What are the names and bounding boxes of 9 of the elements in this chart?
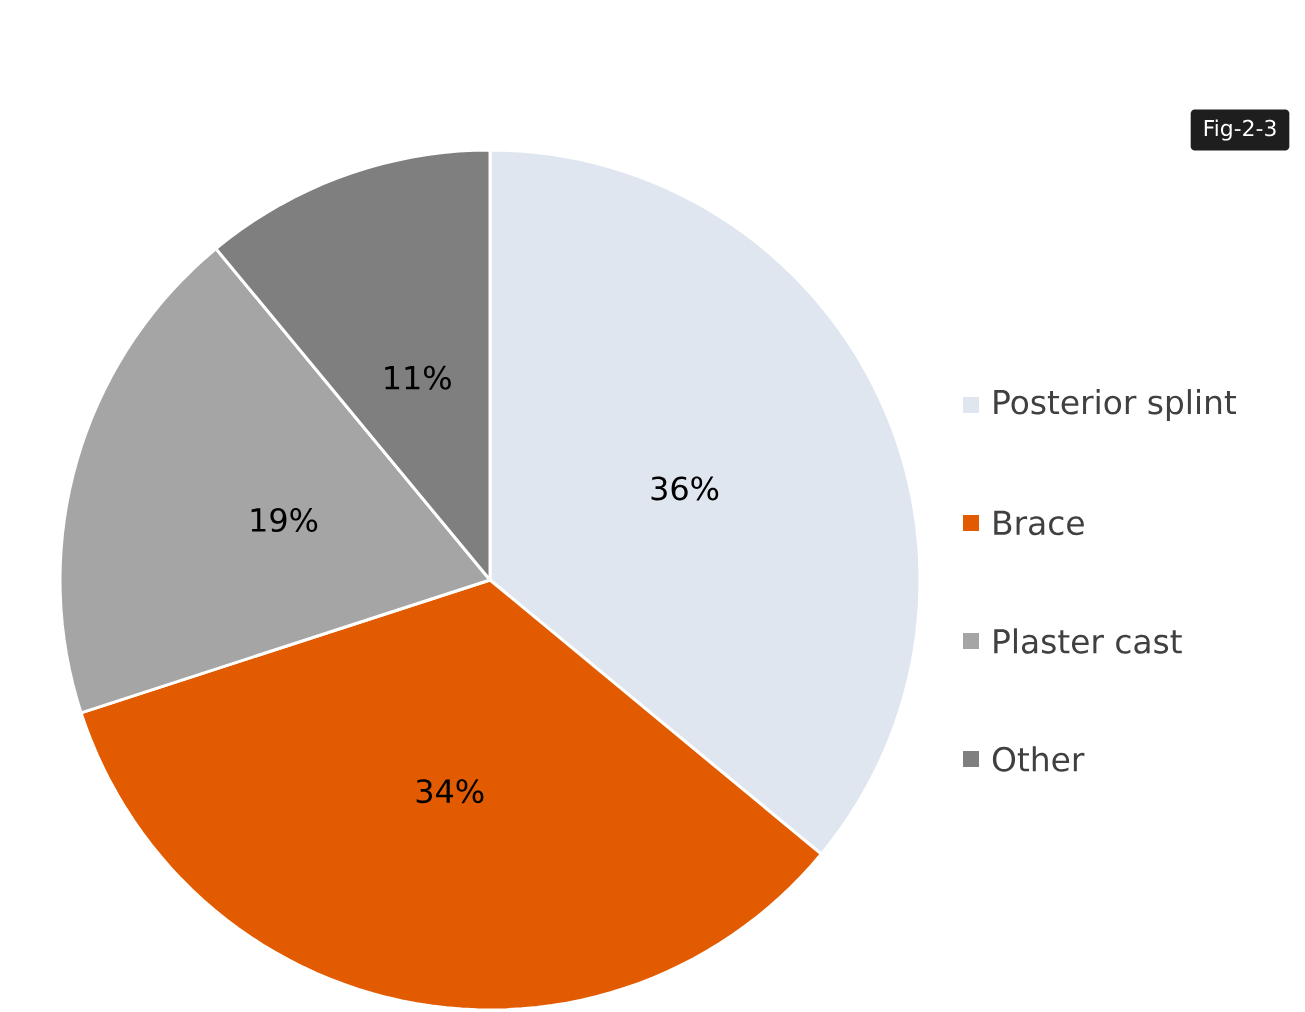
data-label: 11% <box>385 365 451 390</box>
data-label: 34% <box>416 779 484 804</box>
legend-label: Posterior splint <box>994 389 1237 421</box>
legend-label: Plaster cast <box>994 628 1182 654</box>
legend-label: Other <box>992 746 1085 772</box>
data-label: 19% <box>251 507 318 533</box>
legend-label: Brace <box>994 510 1084 536</box>
chart-title: Fig-2-3 <box>1204 119 1276 141</box>
data-label: 36% <box>651 476 719 501</box>
